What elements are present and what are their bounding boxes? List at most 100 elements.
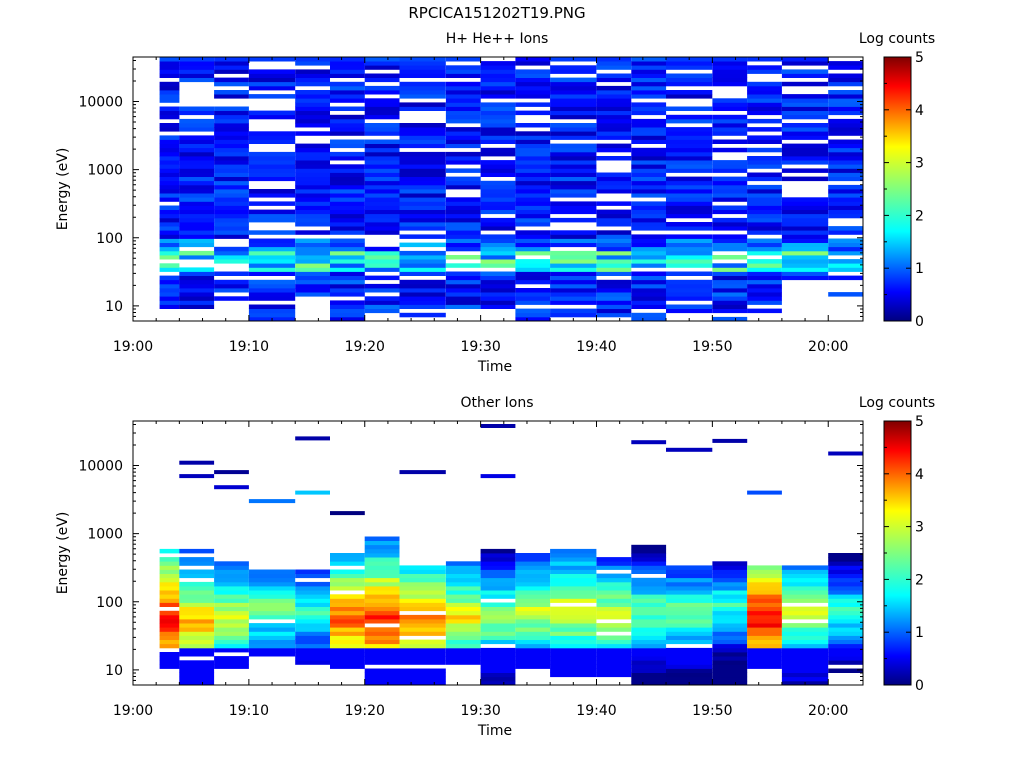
heatmap-cell (364, 255, 400, 260)
heatmap-cell (631, 627, 667, 632)
heatmap-cell (596, 610, 632, 616)
heatmap-cells (159, 424, 863, 686)
heatmap-cell (445, 561, 481, 566)
heatmap-cell (399, 242, 446, 248)
heatmap-cell (781, 623, 829, 628)
heatmap-cell (781, 573, 829, 579)
heatmap-cell (330, 586, 365, 591)
heatmap-cell (747, 85, 782, 91)
heatmap-cell (666, 590, 713, 595)
heatmap-cell (550, 94, 597, 99)
heatmap-cell (445, 619, 481, 624)
heatmap-cell (631, 106, 667, 111)
heatmap-cell (666, 619, 713, 624)
heatmap-cell (480, 424, 516, 428)
heatmap-cell (596, 300, 632, 305)
heatmap-cell (550, 292, 597, 297)
heatmap-cell (330, 316, 365, 322)
heatmap-cell (596, 647, 632, 653)
heatmap-cell (364, 65, 400, 70)
heatmap-cell (781, 230, 829, 235)
x-tick-label: 19:10 (229, 339, 269, 355)
heatmap-cell (828, 553, 863, 558)
heatmap-cell (445, 222, 481, 227)
heatmap-cell (712, 647, 748, 653)
heatmap-cell (159, 292, 180, 297)
heatmap-cell (781, 217, 829, 223)
heatmap-cell (828, 451, 863, 456)
heatmap-cell (480, 680, 516, 686)
heatmap-cell (248, 602, 296, 607)
heatmap-cell (399, 259, 446, 264)
heatmap-cell (364, 77, 400, 83)
heatmap-cell (781, 656, 829, 661)
x-tick-label: 19:20 (345, 339, 385, 355)
heatmap-cell (515, 77, 551, 83)
heatmap-cell (550, 627, 597, 632)
heatmap-cell (666, 180, 713, 186)
heatmap-cell (480, 304, 516, 309)
x-tick-label: 19:30 (460, 339, 500, 355)
heatmap-cell (295, 606, 330, 612)
heatmap-cell (480, 300, 516, 305)
heatmap-cell (747, 106, 782, 111)
heatmap-cell (330, 123, 365, 128)
heatmap-cell (445, 573, 481, 579)
heatmap-cell (480, 271, 516, 276)
heatmap-cell (295, 151, 330, 157)
heatmap-cell (631, 90, 667, 95)
axes: 19:00 19:10 19:20 19:30 19:40 19:50 20:0010100… (78, 57, 863, 355)
heatmap-cell (179, 557, 215, 562)
heatmap-cell (179, 474, 215, 479)
heatmap-cell (550, 90, 597, 95)
heatmap-cell (666, 193, 713, 198)
heatmap-cell (712, 308, 748, 314)
heatmap-cell (364, 139, 400, 144)
heatmap-cell (666, 118, 713, 124)
heatmap-cell (631, 246, 667, 252)
heatmap-cell (712, 98, 748, 103)
heatmap-cell (295, 69, 330, 74)
heatmap-cell (330, 85, 365, 91)
heatmap-cell (295, 197, 330, 202)
heatmap-cell (596, 635, 632, 640)
heatmap-cell (631, 168, 667, 173)
heatmap-cell (747, 308, 782, 314)
heatmap-cell (480, 590, 516, 595)
heatmap-cell (550, 168, 597, 173)
heatmap-cell (179, 65, 215, 70)
heatmap-cell (214, 131, 249, 136)
heatmap-cell (480, 668, 516, 673)
heatmap-cell (159, 602, 180, 607)
heatmap-cell (596, 246, 632, 252)
heatmap-cell (666, 623, 713, 628)
heatmap-cell (445, 610, 481, 616)
heatmap-cell (330, 569, 365, 574)
heatmap-cell (515, 189, 551, 194)
heatmap-cell (159, 176, 180, 182)
heatmap-cell (159, 250, 180, 256)
heatmap-cell (330, 114, 365, 120)
heatmap-cell (515, 267, 551, 272)
heatmap-cell (399, 176, 446, 182)
heatmap-cell (214, 635, 249, 640)
heatmap-cell (631, 664, 667, 669)
heatmap-cell (712, 197, 748, 202)
heatmap-cell (747, 250, 782, 256)
heatmap-cell (515, 180, 551, 186)
heatmap-cell (364, 672, 400, 678)
heatmap-cell (330, 131, 365, 136)
heatmap-cell (295, 639, 330, 645)
heatmap-cell (631, 639, 667, 645)
heatmap-cell (159, 288, 180, 293)
heatmap-cell (480, 238, 516, 243)
heatmap-cell (445, 660, 481, 665)
colorbar-tick-label: 2 (915, 208, 924, 224)
heatmap-cell (828, 660, 863, 665)
heatmap-cell (295, 573, 330, 579)
heatmap-cell (666, 676, 713, 682)
heatmap-cell (480, 283, 516, 289)
heatmap-cell (214, 279, 249, 285)
heatmap-cell (515, 81, 551, 87)
heatmap-cell (666, 581, 713, 587)
